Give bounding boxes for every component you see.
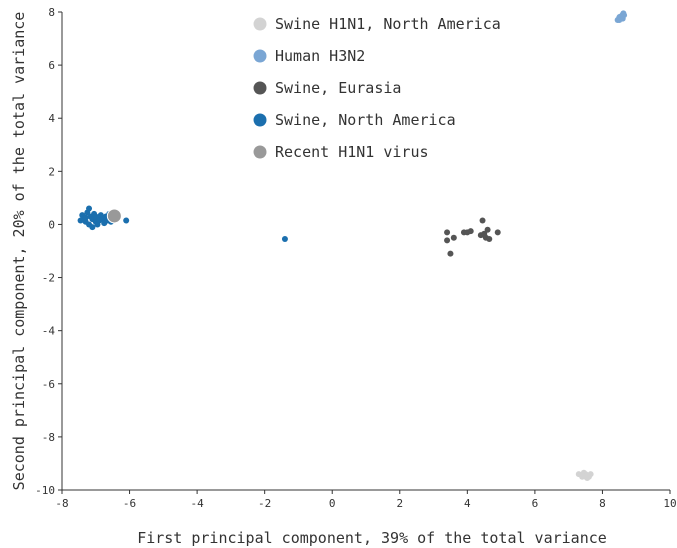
scatter-point <box>444 237 451 244</box>
y-tick-label: -10 <box>35 484 55 497</box>
y-tick-label: -8 <box>42 431 55 444</box>
legend-label: Swine, North America <box>275 111 456 129</box>
legend-label: Recent H1N1 virus <box>275 143 429 161</box>
data-points <box>77 10 628 482</box>
y-tick-label: -2 <box>42 272 55 285</box>
recent-h1n1-point <box>106 208 122 224</box>
scatter-point <box>444 229 451 236</box>
scatter-point <box>494 229 501 236</box>
y-tick-label: 4 <box>48 112 55 125</box>
x-tick-label: -8 <box>55 497 68 510</box>
y-tick-label: 8 <box>48 6 55 19</box>
scatter-point <box>579 472 586 479</box>
y-tick-label: -6 <box>42 378 55 391</box>
y-axis-title: Second principal component, 20% of the t… <box>10 12 28 491</box>
y-tick-label: 6 <box>48 59 55 72</box>
scatter-point <box>481 232 488 239</box>
scatter-point <box>585 473 592 480</box>
x-tick-label: 2 <box>396 497 403 510</box>
scatter-point <box>484 226 491 233</box>
x-tick-label: -4 <box>190 497 204 510</box>
legend-label: Human H3N2 <box>275 47 365 65</box>
scatter-point <box>86 205 93 212</box>
scatter-point <box>450 234 457 241</box>
x-tick-label: 10 <box>663 497 676 510</box>
scatter-point <box>479 217 486 224</box>
scatter-point <box>281 236 288 243</box>
y-tick-label: -4 <box>42 325 56 338</box>
scatter-point <box>77 217 84 224</box>
x-tick-label: 8 <box>599 497 606 510</box>
y-tick-label: 2 <box>48 165 55 178</box>
legend-marker <box>253 49 267 63</box>
scatter-point <box>621 12 628 19</box>
legend-marker <box>253 81 267 95</box>
legend-label: Swine, Eurasia <box>275 79 401 97</box>
legend-marker <box>253 145 267 159</box>
x-tick-label: 4 <box>464 497 471 510</box>
x-tick-label: -6 <box>123 497 136 510</box>
x-axis-title: First principal component, 39% of the to… <box>137 529 607 547</box>
x-tick-label: -2 <box>258 497 271 510</box>
x-tick-label: 6 <box>532 497 539 510</box>
scatter-point <box>82 214 89 221</box>
scatter-point <box>467 228 474 235</box>
scatter-point <box>616 16 623 23</box>
legend: Swine H1N1, North America Human H3N2 Swine… <box>253 15 501 161</box>
scatter-point <box>447 250 454 257</box>
scatter-point <box>123 217 130 224</box>
scatter-point <box>89 224 96 231</box>
legend-label: Swine H1N1, North America <box>275 15 501 33</box>
x-tick-label: 0 <box>329 497 336 510</box>
legend-marker <box>253 17 267 31</box>
scatter-point <box>486 236 493 243</box>
y-tick-label: 0 <box>48 218 55 231</box>
legend-marker <box>253 113 267 127</box>
